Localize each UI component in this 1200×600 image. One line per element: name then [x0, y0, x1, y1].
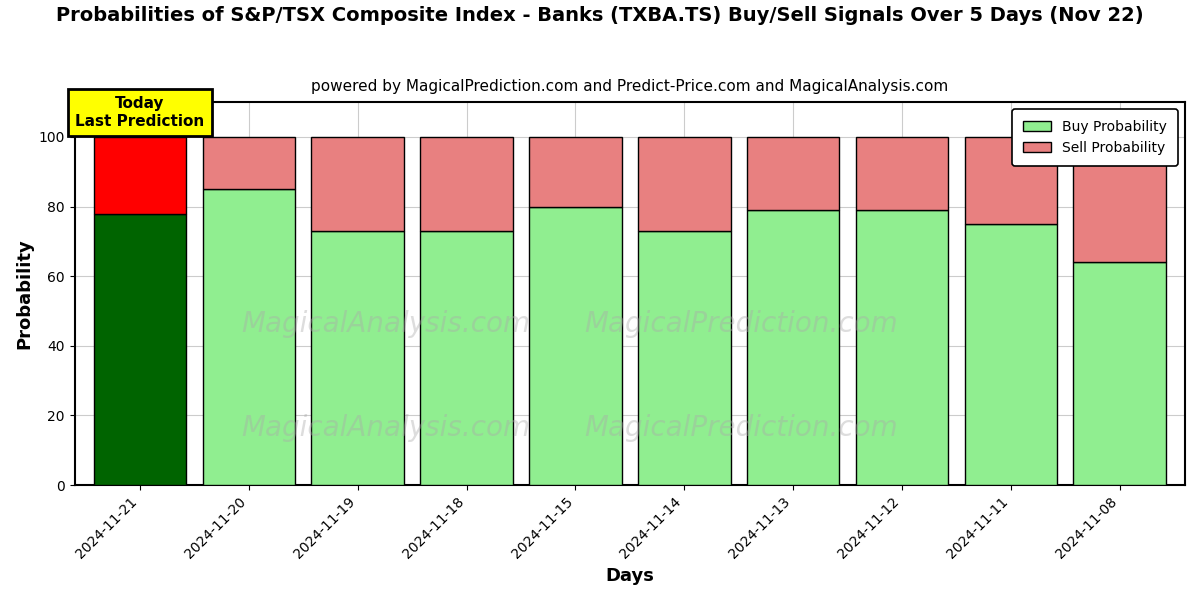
Bar	[203, 189, 295, 485]
Bar	[529, 137, 622, 206]
Bar	[529, 206, 622, 485]
Bar	[746, 210, 839, 485]
Bar	[1074, 262, 1166, 485]
Bar	[420, 137, 512, 231]
Bar	[94, 137, 186, 214]
Bar	[965, 137, 1057, 224]
Legend: Buy Probability, Sell Probability: Buy Probability, Sell Probability	[1012, 109, 1178, 166]
Text: MagicalAnalysis.com: MagicalAnalysis.com	[241, 310, 530, 338]
Text: Today
Last Prediction: Today Last Prediction	[76, 97, 204, 129]
Text: MagicalPrediction.com: MagicalPrediction.com	[584, 310, 898, 338]
Bar	[965, 224, 1057, 485]
Text: Probabilities of S&P/TSX Composite Index - Banks (TXBA.TS) Buy/Sell Signals Over: Probabilities of S&P/TSX Composite Index…	[56, 6, 1144, 25]
Bar	[94, 214, 186, 485]
Text: MagicalAnalysis.com: MagicalAnalysis.com	[241, 413, 530, 442]
Bar	[856, 137, 948, 210]
Text: MagicalPrediction.com: MagicalPrediction.com	[584, 413, 898, 442]
Bar	[312, 231, 404, 485]
Bar	[203, 137, 295, 189]
Bar	[420, 231, 512, 485]
Bar	[638, 137, 731, 231]
Y-axis label: Probability: Probability	[16, 238, 34, 349]
Bar	[312, 137, 404, 231]
Bar	[856, 210, 948, 485]
X-axis label: Days: Days	[605, 567, 654, 585]
Bar	[746, 137, 839, 210]
Bar	[638, 231, 731, 485]
Title: powered by MagicalPrediction.com and Predict-Price.com and MagicalAnalysis.com: powered by MagicalPrediction.com and Pre…	[311, 79, 948, 94]
Bar	[1074, 137, 1166, 262]
